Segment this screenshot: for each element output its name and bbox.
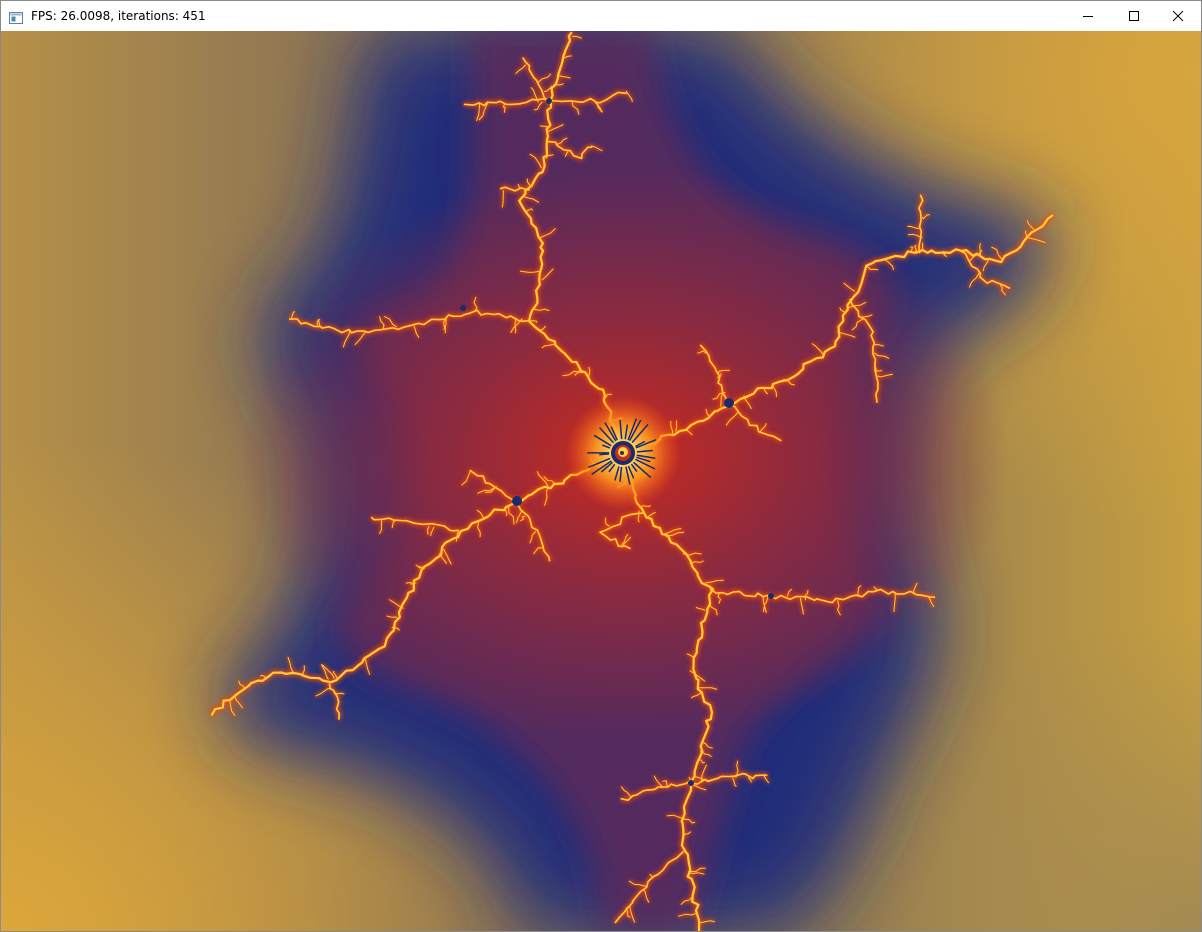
- close-button[interactable]: [1155, 1, 1201, 31]
- close-icon: [1172, 10, 1184, 22]
- julia-fractal-image: [1, 31, 1201, 931]
- title-bar[interactable]: FPS: 26.0098, iterations: 451: [1, 1, 1201, 31]
- window-title: FPS: 26.0098, iterations: 451: [31, 9, 206, 23]
- maximize-button[interactable]: [1111, 1, 1157, 31]
- application-window-icon[interactable]: [9, 9, 23, 24]
- minimize-icon: [1083, 16, 1093, 17]
- render-canvas[interactable]: [1, 31, 1201, 931]
- maximize-icon: [1129, 11, 1139, 21]
- minimize-button[interactable]: [1065, 1, 1111, 31]
